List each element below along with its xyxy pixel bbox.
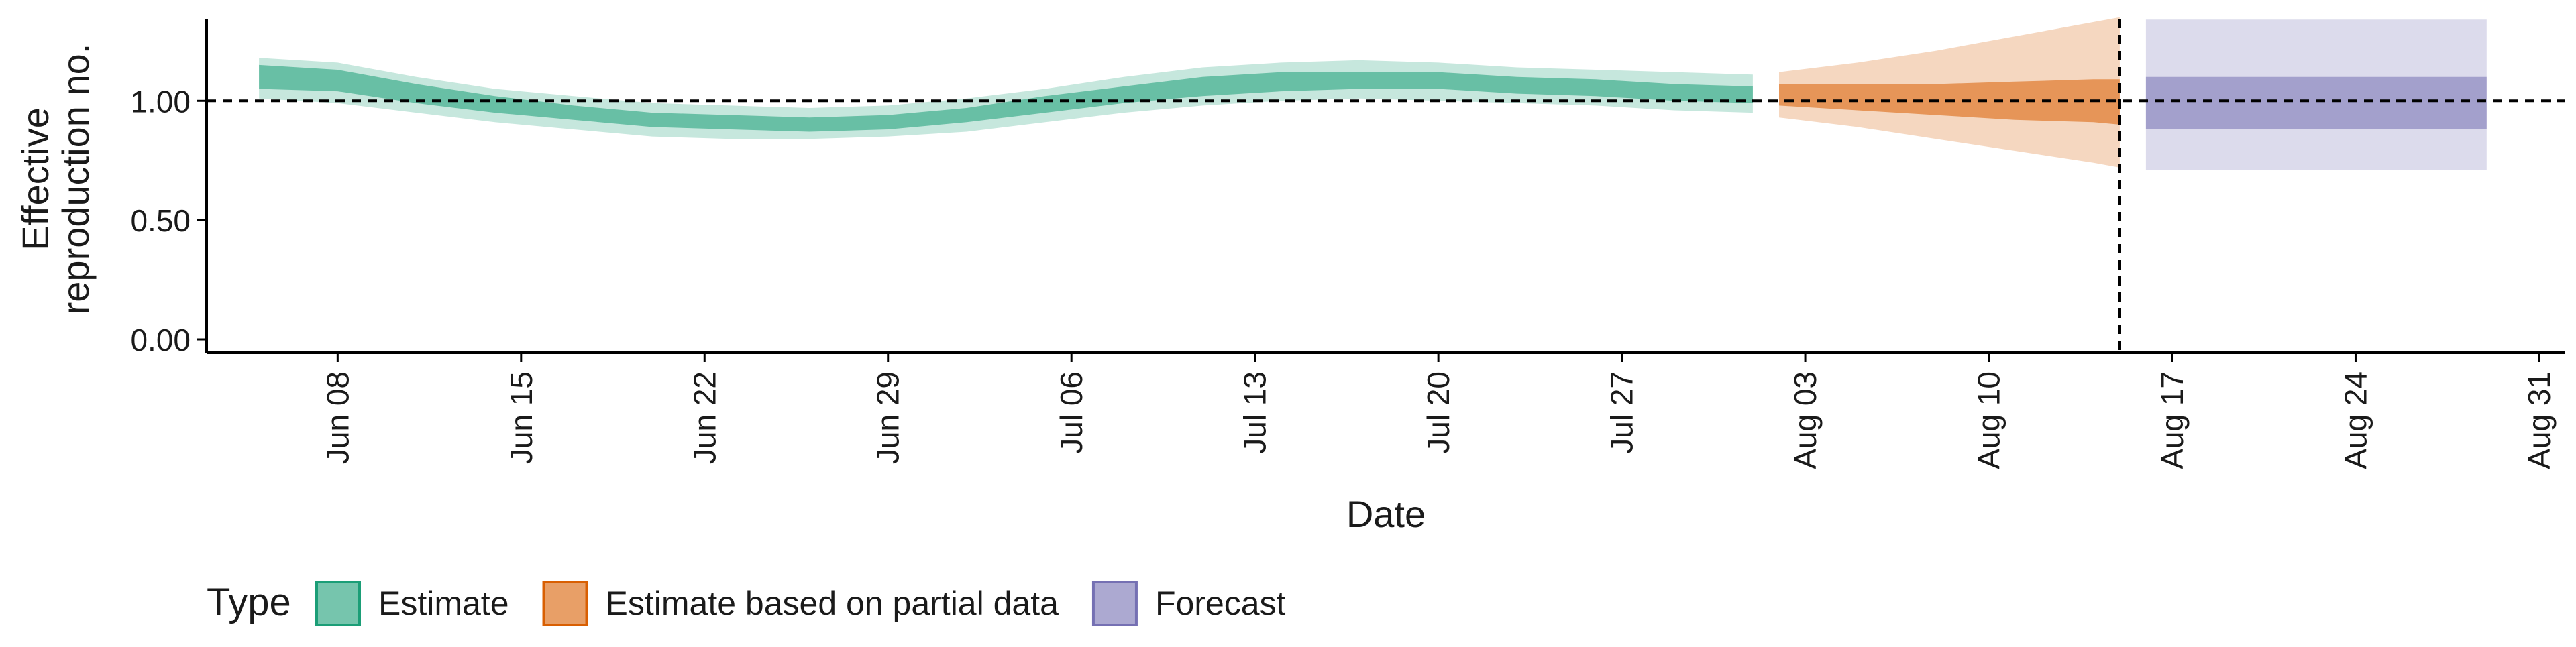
legend-label-0: Estimate — [378, 585, 509, 622]
legend-swatch-2 — [1091, 581, 1138, 626]
x-tick-label: Jun 15 — [504, 371, 539, 464]
y-axis-title-line: reproduction no. — [54, 44, 97, 315]
x-tick-label: Aug 17 — [2155, 371, 2190, 469]
y-tick-label: 0.00 — [130, 322, 191, 357]
x-tick-label: Jun 08 — [320, 371, 355, 464]
band-50-0 — [259, 64, 1753, 132]
x-tick-label: Aug 24 — [2338, 371, 2373, 469]
y-tick-label: 1.00 — [130, 84, 191, 119]
tick-labels: 0.00 0.50 1.00 Jun 08 Jun 15 Jun 22 Jun 29 Jul … — [130, 84, 2556, 469]
x-tick-label: Aug 03 — [1788, 371, 1823, 469]
y-axis-title: Effectivereproduction no. — [14, 44, 97, 315]
legend-label-2: Forecast — [1155, 585, 1286, 622]
band-50-2 — [2145, 76, 2487, 129]
y-axis-title-line: Effective — [14, 107, 56, 251]
legend-title: Type — [207, 581, 291, 624]
x-tick-label: Jul 13 — [1238, 371, 1273, 454]
y-tick-label: 0.50 — [130, 203, 191, 238]
x-axis-title: Date — [1346, 493, 1426, 535]
legend-swatch-0 — [315, 581, 361, 626]
x-tick-label: Jul 20 — [1421, 371, 1456, 454]
x-tick-label: Aug 10 — [1972, 371, 2006, 469]
legend-label-1: Estimate based on partial data — [606, 585, 1059, 622]
x-tick-label: Jul 06 — [1054, 371, 1089, 454]
x-tick-label: Jul 27 — [1605, 371, 1640, 454]
x-tick-label: Jun 22 — [687, 371, 722, 464]
legend: Type Estimate Estimate based on partial da… — [207, 581, 1286, 626]
reference-lines — [207, 19, 2565, 353]
x-tick-label: Jun 29 — [871, 371, 906, 464]
x-tick-label: Aug 31 — [2522, 371, 2557, 469]
uncertainty-bands — [259, 17, 2487, 170]
legend-swatch-1 — [542, 581, 588, 626]
